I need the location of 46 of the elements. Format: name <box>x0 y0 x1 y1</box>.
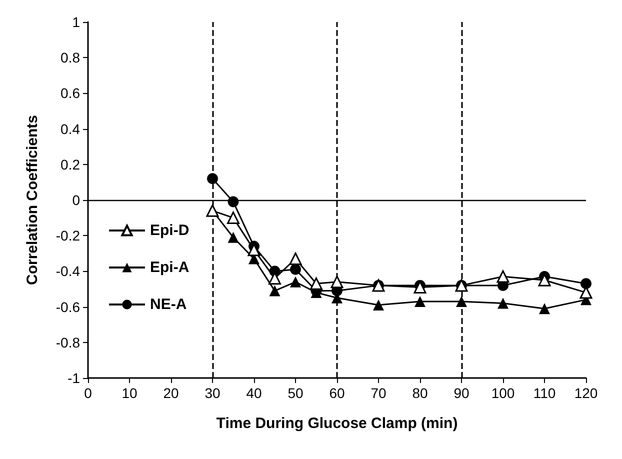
point <box>373 300 384 311</box>
point <box>290 264 301 275</box>
point <box>414 296 426 307</box>
y-axis-title: Correlation Coefficients <box>24 114 41 286</box>
point <box>310 277 322 290</box>
y-tick-label: 0.6 <box>60 85 80 102</box>
point <box>269 285 280 296</box>
y-tick-label: -1 <box>68 370 80 386</box>
x-tick-label: 90 <box>454 385 470 401</box>
x-tick-label: 50 <box>288 385 304 401</box>
point <box>290 276 301 288</box>
legend-label: Epi-A <box>150 259 190 276</box>
point <box>496 270 510 283</box>
x-tick-label: 30 <box>204 385 220 401</box>
legend-label: NE-A <box>150 296 187 313</box>
x-axis-title: Time During Glucose Clamp (min) <box>216 415 458 432</box>
point <box>580 278 592 290</box>
x-tick-label: 70 <box>370 385 386 401</box>
y-tick-label: 0.4 <box>60 120 80 137</box>
point <box>539 303 550 314</box>
point <box>228 196 239 208</box>
legend-label: Epi-D <box>150 222 190 239</box>
x-tick-label: 40 <box>246 385 262 401</box>
y-tick-label: 1 <box>72 14 80 30</box>
x-tick-label: 0 <box>84 385 92 401</box>
y-tick-label: -0.4 <box>56 263 80 280</box>
point <box>227 212 240 224</box>
point <box>456 296 467 307</box>
point <box>498 298 508 309</box>
x-tick-label: 110 <box>533 385 556 401</box>
y-tick-label: -0.8 <box>56 334 80 350</box>
point <box>228 232 239 243</box>
point <box>289 252 302 265</box>
x-tick-label: 120 <box>574 385 598 401</box>
x-tick-label: 10 <box>122 385 138 401</box>
y-tick-label: 0 <box>72 192 80 208</box>
y-tick-label: 0.2 <box>60 156 80 172</box>
point <box>330 276 344 288</box>
x-tick-label: 60 <box>329 385 345 401</box>
x-tick-label: 80 <box>412 385 428 401</box>
y-tick-label: -0.6 <box>56 298 80 315</box>
y-tick-label: 0.8 <box>60 50 80 66</box>
x-tick-label: 20 <box>163 385 179 401</box>
point <box>207 173 218 184</box>
y-tick-label: -0.2 <box>56 228 80 244</box>
x-tick-label: 100 <box>491 385 515 401</box>
